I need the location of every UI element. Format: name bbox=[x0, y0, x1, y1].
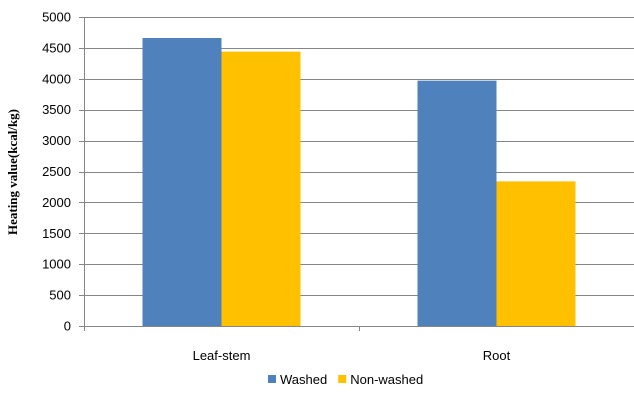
bar-leaf-stem-washed bbox=[142, 38, 222, 327]
y-tick-labels: 0 500 1000 1500 2000 2500 3000 3500 4000 4500 5000 bbox=[42, 10, 71, 334]
legend-swatch-non-washed bbox=[338, 375, 347, 383]
legend-label: Non-washed bbox=[350, 372, 423, 387]
y-tick-label: 4500 bbox=[42, 40, 71, 55]
bar-leaf-stem-non-washed bbox=[221, 51, 301, 326]
y-tick-label: 2000 bbox=[42, 195, 71, 210]
legend-label: Washed bbox=[280, 372, 327, 387]
legend: Washed Non-washed bbox=[268, 372, 423, 387]
y-axis-title: Heating value(kcal/kg) bbox=[5, 109, 20, 235]
x-category-label: Leaf-stem bbox=[193, 348, 251, 363]
y-tick-label: 3500 bbox=[42, 102, 71, 117]
y-tick-label: 3000 bbox=[42, 133, 71, 148]
y-tick-label: 1000 bbox=[42, 257, 71, 272]
bar-root-non-washed bbox=[496, 181, 576, 326]
x-category-labels: Leaf-stem Root bbox=[193, 348, 511, 363]
bars bbox=[142, 38, 576, 327]
y-tick-label: 500 bbox=[49, 288, 71, 303]
axes bbox=[79, 17, 634, 331]
y-tick-label: 2500 bbox=[42, 164, 71, 179]
y-tick-label: 5000 bbox=[42, 10, 71, 25]
x-category-label: Root bbox=[483, 348, 511, 363]
bar-root-washed bbox=[417, 80, 497, 327]
y-tick-label: 4000 bbox=[42, 71, 71, 86]
y-tick-label: 1500 bbox=[42, 226, 71, 241]
legend-swatch-washed bbox=[268, 375, 276, 383]
y-tick-label: 0 bbox=[64, 319, 71, 334]
